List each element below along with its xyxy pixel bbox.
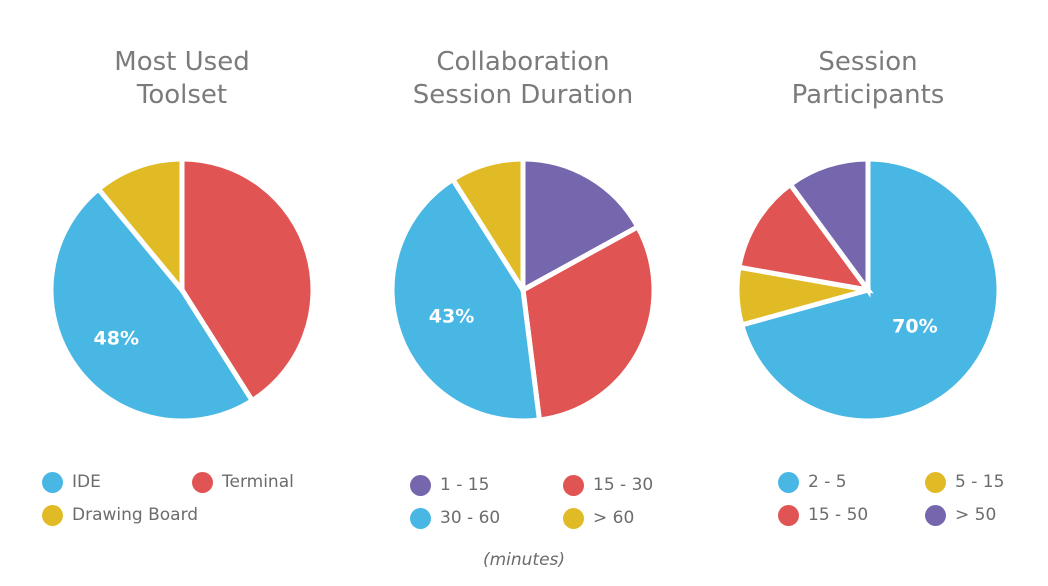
legend-label: IDE	[72, 472, 101, 492]
legend-label: > 60	[593, 508, 635, 528]
pie-slice-1-15	[520, 156, 642, 295]
legend-item-2-5: 2 - 5	[778, 468, 847, 496]
chart-session-duration: Collaboration Session Duration 43% 1 - 1…	[358, 0, 688, 586]
legend: IDE Terminal Drawing Board	[17, 468, 347, 538]
legend-swatch	[563, 507, 584, 529]
legend: 1 - 15 15 - 30 30 - 60 > 60	[358, 468, 688, 538]
units-note: (minutes)	[482, 550, 566, 570]
legend-swatch	[42, 504, 63, 526]
pie-slice-ide	[48, 185, 256, 424]
legend-swatch	[42, 471, 63, 493]
pie-slice-15-50	[736, 181, 874, 294]
legend-item-drawing-board: Drawing Board	[42, 501, 198, 529]
slice-percent-label: 70%	[892, 316, 937, 338]
legend-label: 5 - 15	[955, 472, 1005, 492]
pie-chart: 43%	[389, 156, 657, 424]
legend-label: 2 - 5	[808, 472, 847, 492]
legend-label: 15 - 50	[808, 505, 869, 525]
pie-slice-30-60	[389, 175, 543, 424]
legend-item-5-15: 5 - 15	[925, 468, 1004, 496]
legend-label: > 50	[955, 505, 997, 525]
legend-swatch	[925, 504, 946, 526]
legend-swatch	[563, 474, 584, 496]
legend-label: Drawing Board	[72, 505, 199, 525]
pie-chart: 70%	[734, 156, 1002, 424]
chart-toolset: Most Used Toolset 48% IDE Terminal Drawing…	[17, 0, 347, 586]
legend-label: 15 - 30	[593, 475, 654, 495]
chart-title: Collaboration Session Duration	[412, 47, 634, 110]
chart-session-participants: Session Participants 70% 2 - 5 5 - 15 15 -…	[703, 0, 1033, 586]
pie-chart: 48%	[48, 156, 316, 424]
legend-swatch	[410, 507, 431, 529]
legend-item-60: > 60	[563, 504, 634, 532]
legend: 2 - 5 5 - 15 15 - 50 > 50	[703, 468, 1033, 538]
legend-label: Terminal	[222, 472, 294, 492]
legend-label: 30 - 60	[440, 508, 501, 528]
legend-swatch	[192, 471, 213, 493]
legend-item-30-60: 30 - 60	[410, 504, 500, 532]
pie-slice-60	[449, 156, 526, 299]
slice-percent-label: 48%	[94, 328, 139, 350]
legend-swatch	[410, 474, 431, 496]
legend-item-50: > 50	[925, 501, 996, 529]
legend-swatch	[778, 504, 799, 526]
legend-swatch	[925, 471, 946, 493]
legend-label: 1 - 15	[440, 475, 490, 495]
chart-title: Session Participants	[791, 47, 945, 110]
pie-slice-50	[786, 156, 871, 298]
pie-slice-drawing-board	[94, 156, 185, 297]
legend-item-ide: IDE	[42, 468, 101, 496]
legend-item-terminal: Terminal	[192, 468, 294, 496]
slice-percent-label: 43%	[429, 306, 474, 328]
legend-swatch	[778, 471, 799, 493]
chart-title: Most Used Toolset	[114, 47, 250, 110]
legend-item-15-50: 15 - 50	[778, 501, 868, 529]
legend-item-15-30: 15 - 30	[563, 471, 653, 499]
legend-item-1-15: 1 - 15	[410, 471, 489, 499]
pie-slice-15-30	[520, 223, 657, 423]
